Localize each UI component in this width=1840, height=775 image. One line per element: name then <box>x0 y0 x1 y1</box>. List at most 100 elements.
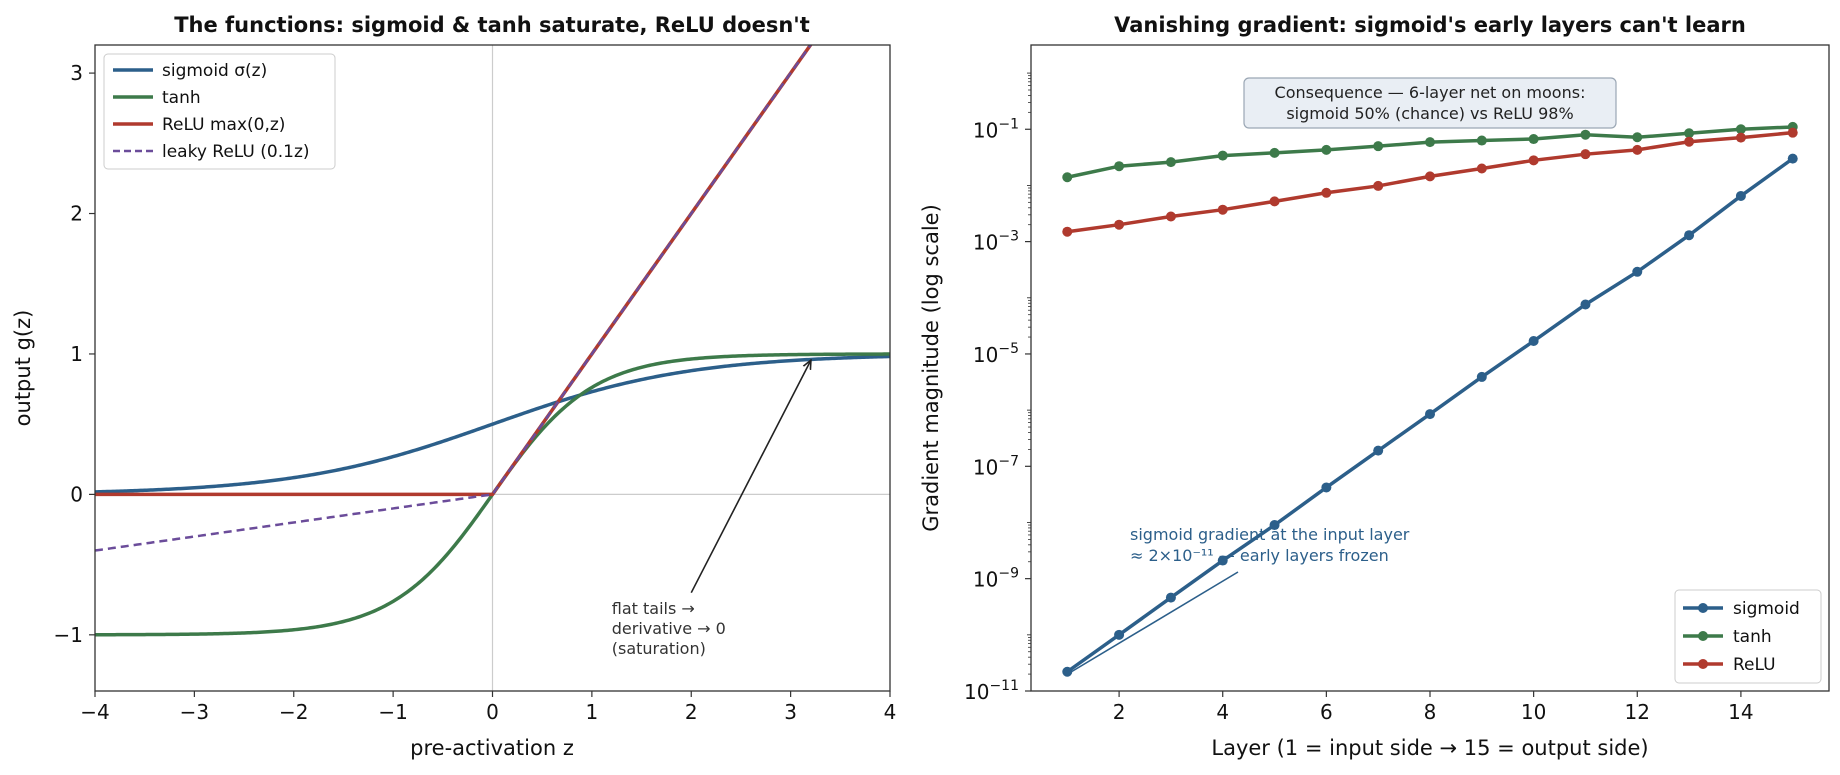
line-relu <box>1067 130 1793 234</box>
point-tanh <box>1735 124 1746 135</box>
left-y-tick-label: −1 <box>54 623 83 647</box>
legend-label-sigmoid: sigmoid σ(z) <box>162 61 267 81</box>
point-relu <box>1735 132 1746 143</box>
left-y-axis-label: output g(z) <box>11 310 35 427</box>
saturation-annotation: flat tails → derivative → 0 (saturation) <box>612 361 811 658</box>
legend-marker-tanh-grad <box>1698 631 1708 641</box>
right-chart-title: Vanishing gradient: sigmoid's early laye… <box>1114 13 1746 37</box>
left-y-tick-label: 2 <box>70 202 83 226</box>
point-relu <box>1269 196 1280 207</box>
series-tanh <box>1062 121 1798 183</box>
point-sigmoid <box>1735 190 1746 201</box>
right-x-tick-label: 14 <box>1728 700 1753 724</box>
point-sigmoid <box>1217 555 1228 566</box>
right-y-ticks: 10−11 10−9 10−7 10−5 10−3 10−1 <box>964 72 1031 704</box>
point-sigmoid <box>1114 629 1125 640</box>
point-tanh <box>1165 157 1176 168</box>
left-chart-title: The functions: sigmoid & tanh saturate, … <box>174 13 810 37</box>
point-relu <box>1321 187 1332 198</box>
right-x-tick-label: 2 <box>1113 700 1126 724</box>
curve-leaky_relu_0.1 <box>95 45 813 552</box>
consequence-line-2: sigmoid 50% (chance) vs ReLU 98% <box>1286 104 1573 123</box>
point-sigmoid <box>1425 409 1435 420</box>
right-y-tick-label: 10−11 <box>964 678 1019 704</box>
point-tanh <box>1476 135 1487 146</box>
consequence-line-1: Consequence — 6-layer net on moons: <box>1275 83 1586 102</box>
right-y-tick-label: 10−9 <box>973 566 1019 592</box>
left-legend-box <box>103 53 336 170</box>
legend-label-sigmoid-grad: sigmoid <box>1733 599 1800 619</box>
series-sigmoid <box>1062 153 1798 677</box>
point-sigmoid <box>1787 153 1798 164</box>
point-relu <box>1632 144 1643 155</box>
right-y-tick-label: 10−3 <box>973 229 1019 255</box>
point-sigmoid <box>1373 445 1384 456</box>
consequence-textbox: Consequence — 6-layer net on moons: sigm… <box>1243 77 1617 129</box>
left-y-ticks: −1 0 1 2 3 <box>54 61 95 647</box>
point-sigmoid <box>1476 371 1487 382</box>
left-x-tick-label: 3 <box>784 700 797 724</box>
right-series <box>1062 121 1798 677</box>
left-x-tick-label: 2 <box>685 700 698 724</box>
point-relu <box>1373 180 1384 191</box>
point-tanh <box>1580 129 1591 140</box>
point-relu <box>1787 127 1798 138</box>
left-x-ticks: −4 −3 −2 −1 0 1 2 3 4 <box>80 691 896 724</box>
right-legend: sigmoid tanh ReLU <box>1674 589 1822 684</box>
left-x-tick-label: −4 <box>80 700 109 724</box>
consequence-box <box>1243 77 1617 129</box>
point-tanh <box>1425 137 1435 148</box>
legend-label-leaky-relu: leaky ReLU (0.1z) <box>162 142 310 162</box>
legend-label-relu-grad: ReLU <box>1733 655 1776 675</box>
left-x-axis-label: pre-activation z <box>410 736 574 760</box>
right-x-axis-label: Layer (1 = input side → 15 = output side… <box>1211 736 1648 760</box>
point-relu <box>1476 163 1487 174</box>
point-relu <box>1165 211 1176 222</box>
saturation-note-line-2: derivative → 0 <box>612 619 726 638</box>
point-sigmoid <box>1528 336 1539 347</box>
point-sigmoid <box>1580 299 1591 310</box>
point-tanh <box>1528 134 1539 145</box>
legend-label-relu: ReLU max(0,z) <box>162 115 285 135</box>
left-x-tick-label: 4 <box>884 700 897 724</box>
right-y-tick-label: 10−7 <box>973 453 1019 479</box>
left-x-tick-label: 1 <box>586 700 599 724</box>
right-x-tick-label: 4 <box>1216 700 1229 724</box>
left-curves <box>95 45 890 637</box>
left-y-tick-label: 0 <box>70 482 83 506</box>
right-legend-box <box>1674 589 1822 684</box>
point-sigmoid <box>1321 482 1332 493</box>
legend-marker-sigmoid-grad <box>1698 603 1708 613</box>
point-relu <box>1217 204 1228 215</box>
left-legend: sigmoid σ(z) tanh ReLU max(0,z) leaky Re… <box>103 53 336 170</box>
point-sigmoid <box>1269 520 1280 531</box>
curve-sigmoid <box>95 354 890 494</box>
input-layer-note-line-2: ≈ 2×10⁻¹¹ — early layers frozen <box>1130 546 1389 565</box>
input-layer-annotation: sigmoid gradient at the input layer ≈ 2×… <box>1070 525 1410 673</box>
right-x-tick-label: 10 <box>1521 700 1546 724</box>
left-y-tick-label: 3 <box>70 61 83 85</box>
legend-marker-relu-grad <box>1698 659 1708 669</box>
right-y-tick-label: 10−5 <box>973 341 1019 367</box>
point-relu <box>1580 149 1591 160</box>
right-x-tick-label: 6 <box>1320 700 1333 724</box>
input-layer-note-line-1: sigmoid gradient at the input layer <box>1130 525 1410 544</box>
point-relu <box>1528 155 1539 166</box>
point-relu <box>1684 136 1695 147</box>
point-sigmoid <box>1632 266 1643 277</box>
right-x-tick-label: 12 <box>1625 700 1650 724</box>
point-tanh <box>1269 147 1280 158</box>
left-x-tick-label: −1 <box>378 700 407 724</box>
right-x-tick-label: 8 <box>1424 700 1437 724</box>
input-layer-arrow <box>1070 571 1239 673</box>
legend-label-tanh: tanh <box>162 88 201 108</box>
point-tanh <box>1373 141 1384 152</box>
point-tanh <box>1632 132 1643 143</box>
vanishing-gradient-panel: Vanishing gradient: sigmoid's early laye… <box>919 13 1830 760</box>
point-relu <box>1114 219 1125 230</box>
right-y-axis-label: Gradient magnitude (log scale) <box>919 204 943 532</box>
activation-functions-panel: The functions: sigmoid & tanh saturate, … <box>11 13 896 760</box>
saturation-arrow <box>690 361 810 594</box>
point-sigmoid <box>1165 592 1176 603</box>
